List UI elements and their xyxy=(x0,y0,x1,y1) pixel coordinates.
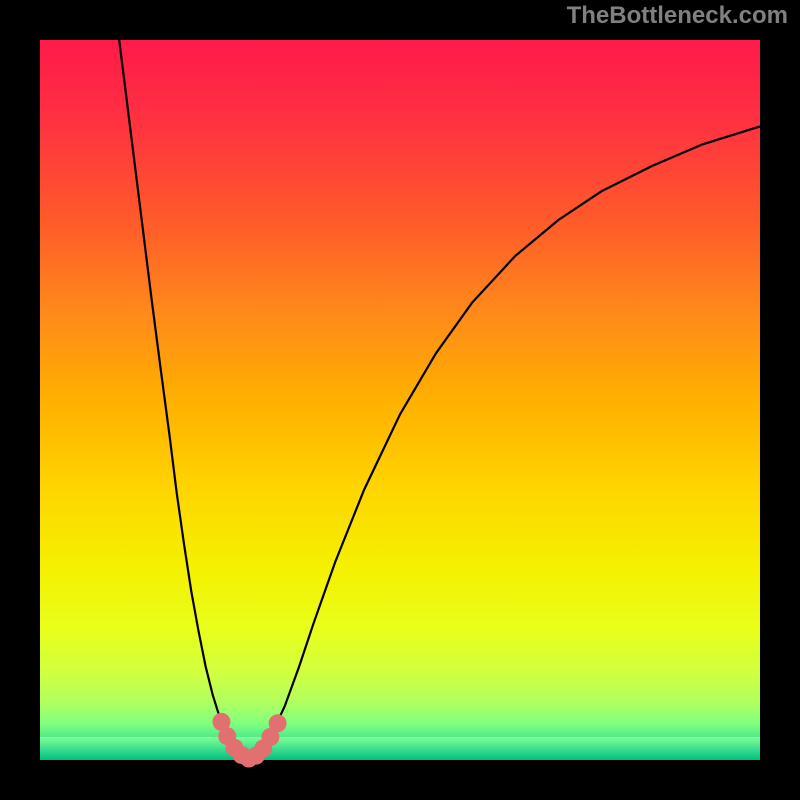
bottom-green-band xyxy=(40,737,760,760)
optimal-marker xyxy=(269,714,287,732)
bottleneck-chart-svg xyxy=(0,0,800,800)
watermark-text: TheBottleneck.com xyxy=(567,2,788,30)
plot-background xyxy=(40,40,760,760)
chart-container: TheBottleneck.com xyxy=(0,0,800,800)
